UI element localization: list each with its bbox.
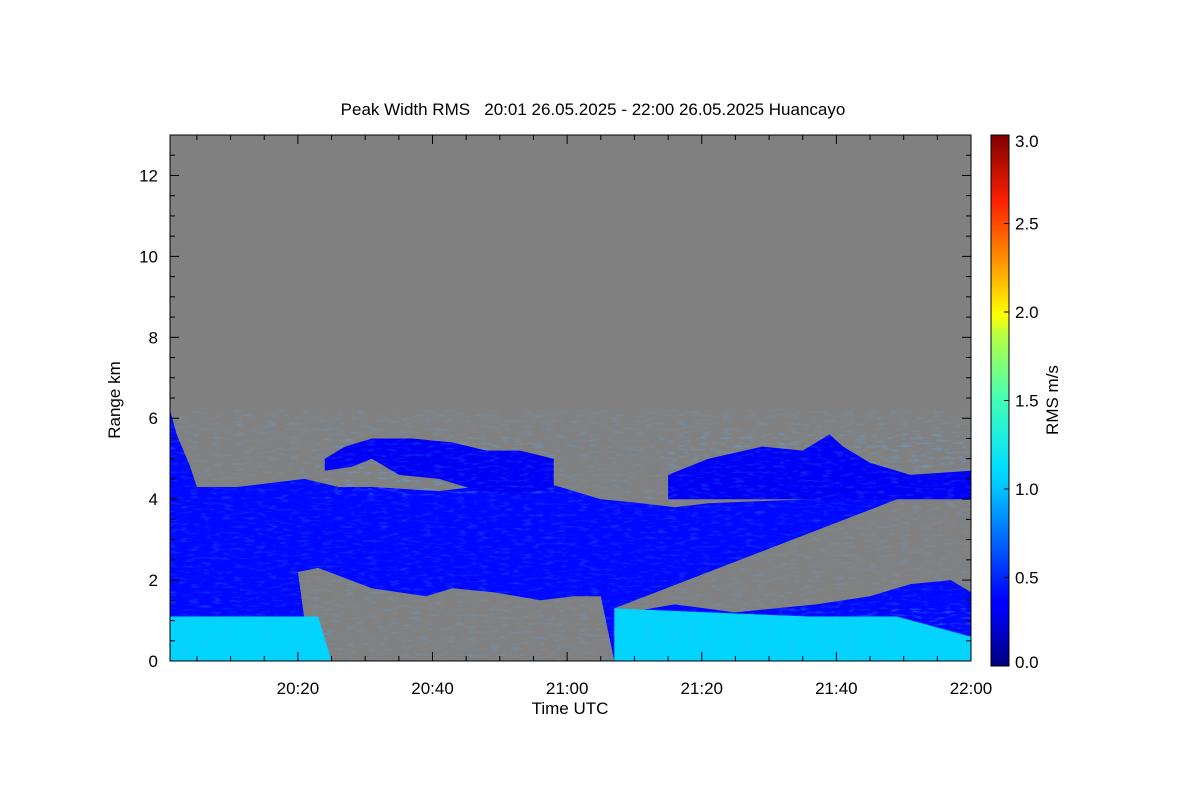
colorbar-tick-label: 1.0 [1015,480,1039,499]
echo-texture-main-layer [170,410,971,661]
colorbar-tick-label: 0.0 [1015,653,1039,672]
y-tick-label: 4 [149,490,158,509]
x-axis: 20:20 20:40 21:00 21:20 21:40 22:00 [196,135,993,698]
colorbar-tick-label: 0.5 [1015,569,1039,588]
y-tick-label: 10 [139,247,158,266]
y-tick-label: 12 [139,166,158,185]
colorbar-label: RMS m/s [1043,365,1062,435]
y-axis-label: Range km [105,361,124,438]
colorbar-tick-label: 2.5 [1015,215,1039,234]
y-tick-label: 6 [149,409,158,428]
colorbar-tick-label: 3.0 [1015,132,1039,151]
y-tick-label: 2 [149,571,158,590]
x-tick-label: 20:20 [277,679,320,698]
colorbar-tick-label: 2.0 [1015,303,1039,322]
echo-texture-surface-echo-right [614,608,971,661]
y-tick-label: 0 [149,652,158,671]
x-tick-label: 22:00 [950,679,993,698]
colorbar: 0.0 0.5 1.0 1.5 2.0 2.5 3.0 RMS m/s [990,132,1062,672]
echo-texture-surface-echo-left [170,616,332,661]
echo-texture-upper-cloud-right [668,434,971,500]
y-tick-label: 8 [149,328,158,347]
chart-title: Peak Width RMS 20:01 26.05.2025 - 22:00 … [341,100,846,119]
radar-echo-layer [170,410,971,661]
colorbar-tick-label: 1.5 [1015,392,1039,411]
echo-texture-upper-cloud-left [324,438,554,496]
x-tick-label: 21:20 [680,679,723,698]
x-tick-label: 21:40 [815,679,858,698]
x-tick-label: 21:00 [546,679,589,698]
y-axis: 0 2 4 6 8 10 12 [139,134,971,671]
x-tick-label: 20:40 [411,679,454,698]
x-axis-label: Time UTC [532,699,609,718]
colorbar-ticks: 0.0 0.5 1.0 1.5 2.0 2.5 3.0 [1004,132,1039,672]
